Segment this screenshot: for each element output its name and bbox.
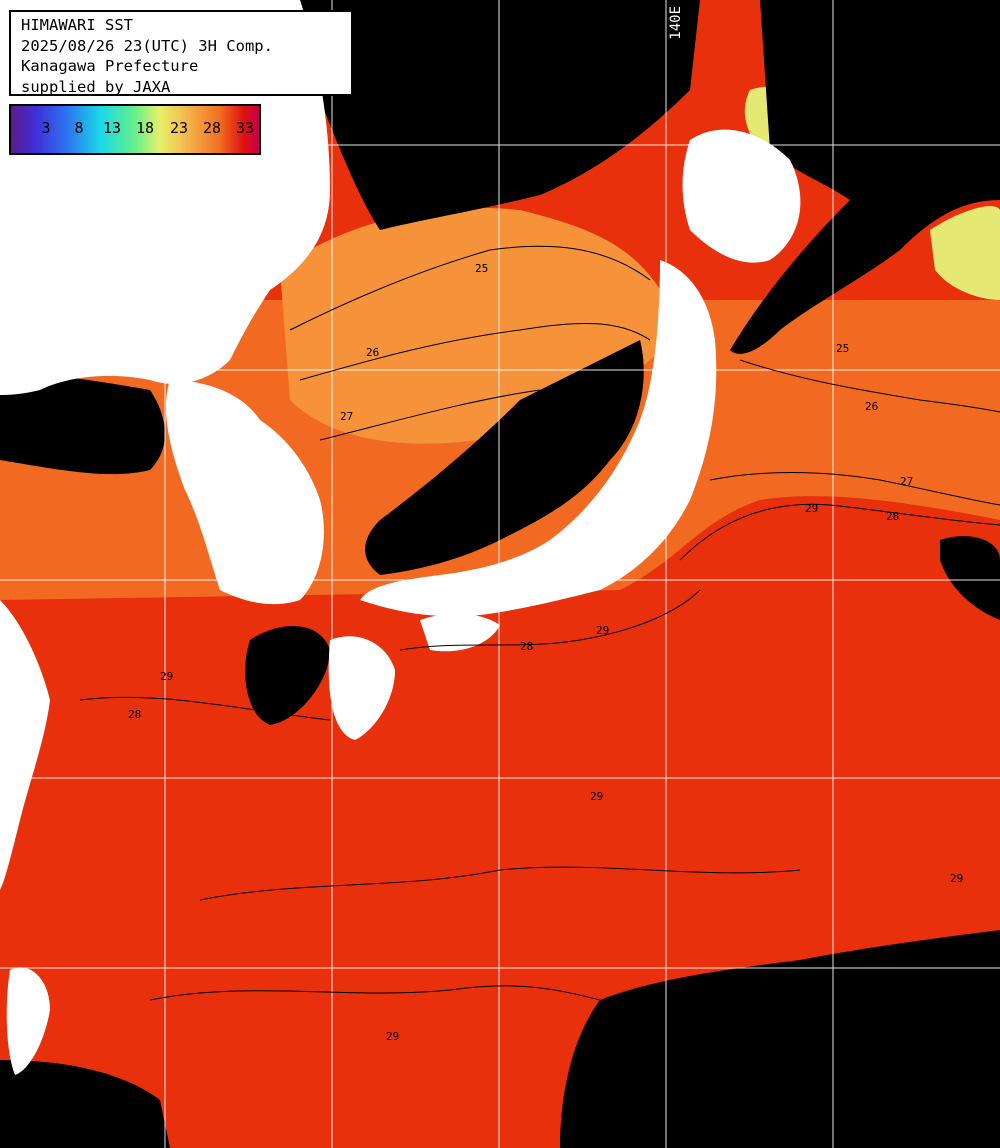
contour-label-25-east: 25 [836,342,849,355]
cloud-mask-kyushu [245,626,330,725]
contour-label-29-bottom: 29 [386,1030,399,1043]
legend-tick-18: 18 [135,119,155,137]
data-credit: supplied by JAXA [21,77,171,96]
timestamp: 2025/08/26 23(UTC) 3H Comp. [21,36,273,55]
legend-tick-3: 3 [41,119,51,137]
land-korea [165,380,324,605]
contour-27 [319,389,541,441]
contour-label-29-far: 29 [950,872,963,885]
contour-26 [299,322,651,381]
contour-label-29-west: 29 [160,670,173,683]
contour-label-28-east: 28 [886,510,899,523]
longitude-label-140e: 140E [668,6,684,40]
legend-tick-13: 13 [102,119,122,137]
ocean-sst-cold-okhotsk [930,206,1000,300]
contour-label-28-south: 28 [520,640,533,653]
contour-label-26: 26 [366,346,379,359]
contour-29-mid [79,696,331,721]
land-shikoku [420,613,500,652]
contour-29-south [399,589,701,651]
legend-tick-labels: 3 8 13 18 23 28 33 [11,119,259,141]
cloud-mask-korea-west [0,375,165,475]
cloud-mask-north [300,0,700,230]
legend-tick-8: 8 [74,119,84,137]
contour-29-kuroshio [679,503,1000,561]
contour-labels: 25 26 27 26 25 27 28 29 29 28 29 28 29 2… [128,262,963,1043]
contour-28-east [709,472,1000,506]
sst-contours [79,245,1000,1001]
land-china-coast [0,600,50,890]
cloud-mask-south-large [560,930,1000,1148]
latitude-label-40n: 40N [4,351,30,367]
contour-label-28-west: 28 [128,708,141,721]
contour-label-25: 25 [475,262,488,275]
cloud-mask-northeast [730,0,1000,354]
contour-29-far [149,985,601,1001]
contour-label-29-east: 29 [805,502,818,515]
land-hokkaido [682,129,801,263]
legend-tick-23: 23 [169,119,189,137]
contour-25 [289,245,651,331]
legend-tick-33: 33 [235,119,255,137]
land-honshu [360,260,717,617]
product-title: HIMAWARI SST [21,16,133,34]
contour-label-29-mid: 29 [590,790,603,803]
cloud-mask-east [940,536,1000,620]
contour-29-deep [199,866,801,901]
land-kyushu [328,636,395,740]
cloud-mask-southwest [0,1060,170,1148]
contour-label-27: 27 [340,410,353,423]
legend-tick-28: 28 [202,119,222,137]
contour-label-27-east: 27 [900,475,913,488]
contour-26-east [739,359,1000,413]
cloud-mask-honshu-west [365,340,644,575]
color-scale-legend: 3 8 13 18 23 28 33 [9,104,261,155]
land-taiwan [6,967,50,1075]
info-box: HIMAWARI SST 2025/08/26 23(UTC) 3H Comp.… [9,10,353,96]
contour-label-26-east: 26 [865,400,878,413]
region-name: Kanagawa Prefecture [21,57,199,75]
contour-label-29-south: 29 [596,624,609,637]
